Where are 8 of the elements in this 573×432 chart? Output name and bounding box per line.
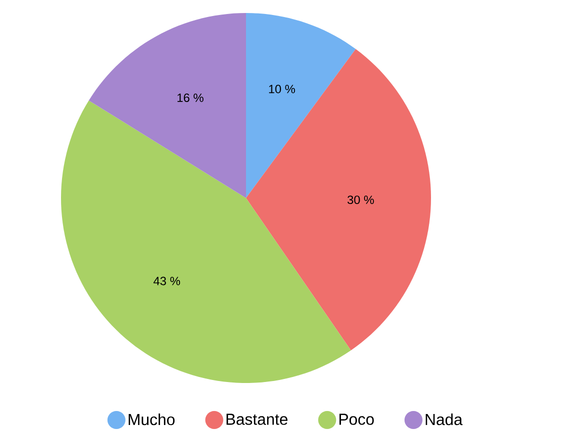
data-label: 30 %: [348, 196, 374, 204]
data-label: 43 %: [154, 276, 180, 286]
legend-label: Nada: [426, 413, 463, 426]
legend-label: Mucho: [128, 413, 175, 426]
data-label: 16 %: [178, 94, 204, 102]
data-label: 10 %: [269, 84, 295, 94]
legend-label: Poco: [339, 414, 374, 425]
legend-label: Bastante: [226, 414, 288, 425]
